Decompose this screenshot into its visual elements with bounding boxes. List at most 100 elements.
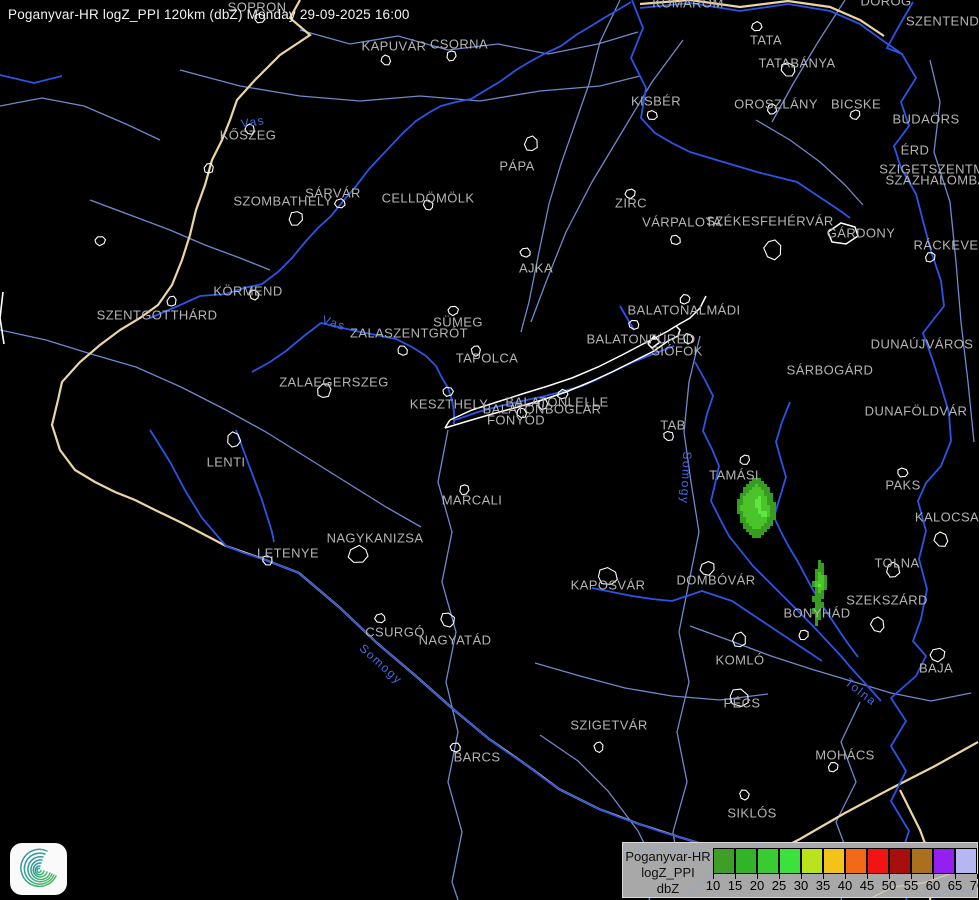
city-label: DOROG [860, 0, 912, 9]
city-label: KAPOSVÁR [570, 577, 646, 593]
city-label: SZÉKESFEHÉRVÁR [706, 213, 834, 229]
city-label: RÁCKEVE [913, 237, 979, 253]
legend-tick-label: 15 [727, 878, 743, 893]
city-label: KŐSZEG [219, 127, 277, 143]
city-label: TAB [660, 417, 686, 433]
legend-swatch [801, 848, 823, 874]
legend-swatch [955, 848, 977, 874]
city-label: KAPUVÁR [361, 38, 427, 54]
legend-tick-label: 40 [837, 878, 853, 893]
city-label: FONYÓD [486, 412, 546, 428]
city-label: PÉCS [723, 695, 761, 711]
city-label: TOLNA [874, 555, 920, 571]
legend-swatch [757, 848, 779, 874]
city-label: BICSKE [830, 96, 882, 112]
city-label: NAGYKANIZSA [326, 530, 424, 546]
city-label: SÜMEG [433, 314, 483, 330]
city-label: KALOCSA [914, 509, 979, 525]
legend-tick-label: 10 [705, 878, 721, 893]
city-label: PÁPA [499, 158, 535, 174]
range-ring-arc [0, 291, 5, 345]
legend-swatch [823, 848, 845, 874]
river-lines [0, 0, 952, 900]
legend-swatch [713, 848, 735, 874]
legend-tick-label: 25 [771, 878, 787, 893]
legend-tick-mark [823, 874, 824, 879]
legend-tick-label: 65 [947, 878, 963, 893]
city-label: MARCALI [441, 492, 503, 508]
legend-tick-label: 50 [881, 878, 897, 893]
legend-swatch [889, 848, 911, 874]
echo-near-tamasi [737, 478, 776, 538]
legend-swatch [867, 848, 889, 874]
legend-tick-label: 30 [793, 878, 809, 893]
legend-tick-mark [713, 874, 714, 879]
city-label: SZÁZHALOMBATTA [885, 172, 979, 188]
city-label: SZIGETVÁR [570, 717, 648, 733]
legend-tick-label: 35 [815, 878, 831, 893]
city-label: SZIGETSZENTMIKLÓS [879, 161, 979, 177]
legend-swatch [779, 848, 801, 874]
city-label: BUDAÖRS [892, 111, 960, 127]
legend-tick-mark [977, 874, 978, 879]
legend-tick-label: 20 [749, 878, 765, 893]
city-label: CELLDÖMÖLK [381, 190, 475, 206]
city-label: DUNAFÖLDVÁR [864, 403, 968, 419]
legend-station-name: Poganyvar-HR [625, 849, 711, 864]
legend-tick-mark [757, 874, 758, 879]
legend-unit-label: dbZ [656, 881, 680, 896]
legend-tick-mark [867, 874, 868, 879]
legend-swatch [911, 848, 933, 874]
legend-swatch [933, 848, 955, 874]
city-label: BONYHÁD [783, 605, 851, 621]
settlement-outlines [94, 13, 949, 801]
city-label: SZENTGOTTHÁRD [96, 307, 218, 323]
legend-tick-mark [911, 874, 912, 879]
legend-tick-mark [955, 874, 956, 879]
city-label: KISBÉR [630, 93, 682, 109]
legend-tick-mark [845, 874, 846, 879]
radar-echo-layer [737, 478, 827, 626]
met-service-logo[interactable] [10, 843, 67, 895]
legend-tick-mark [735, 874, 736, 879]
radar-product-title: Poganyvar-HR logZ_PPI 120km (dbZ) Monday… [8, 7, 410, 22]
country-border-lines [50, 0, 979, 900]
city-label: PAKS [885, 477, 921, 493]
city-label: SIKLÓS [727, 805, 777, 821]
legend-swatch [845, 848, 867, 874]
city-label: KESZTHELY [409, 396, 489, 412]
city-label: CSURGÓ [365, 624, 425, 640]
legend-product-name: logZ_PPI [641, 865, 695, 880]
county-label: Somogy [677, 451, 695, 505]
legend-color-scale [713, 848, 977, 874]
city-label: KOMLÓ [715, 652, 765, 668]
legend-tick-label: 55 [903, 878, 919, 893]
city-label: BAJA [918, 660, 954, 676]
city-label: BALATONLELLE [505, 394, 609, 410]
city-label: OROSZLÁNY [734, 96, 818, 112]
city-label: BALATONFÜRED [586, 331, 696, 347]
city-label: BARCS [453, 749, 501, 765]
city-label: BALATONBOGLÁR [482, 401, 602, 417]
city-label: LENTI [206, 454, 246, 470]
city-label: SIÓFOK [651, 343, 703, 359]
city-label: AJKA [518, 260, 554, 276]
legend-tick-label: 45 [859, 878, 875, 893]
city-label: KOMÁROM [652, 0, 724, 11]
legend-tick-label: 60 [925, 878, 941, 893]
city-label: SZOMBATHELY [233, 193, 333, 209]
legend-tick-label: 70 [969, 878, 979, 893]
city-label: ÉRD [900, 142, 930, 158]
city-label: TAMÁSI [709, 467, 759, 483]
city-label: NAGYATÁD [418, 632, 492, 648]
city-label: SÁRBOGÁRD [786, 362, 874, 378]
city-label: SZEKSZÁRD [846, 592, 928, 608]
city-label: SOPRON [227, 0, 287, 15]
city-label: CSORNA [429, 36, 489, 52]
city-label: DOMBÓVÁR [676, 572, 756, 588]
city-label: TAPOLCA [455, 350, 519, 366]
city-label: TATABÁNYA [758, 55, 836, 71]
echo-near-bonyhad [812, 560, 827, 626]
